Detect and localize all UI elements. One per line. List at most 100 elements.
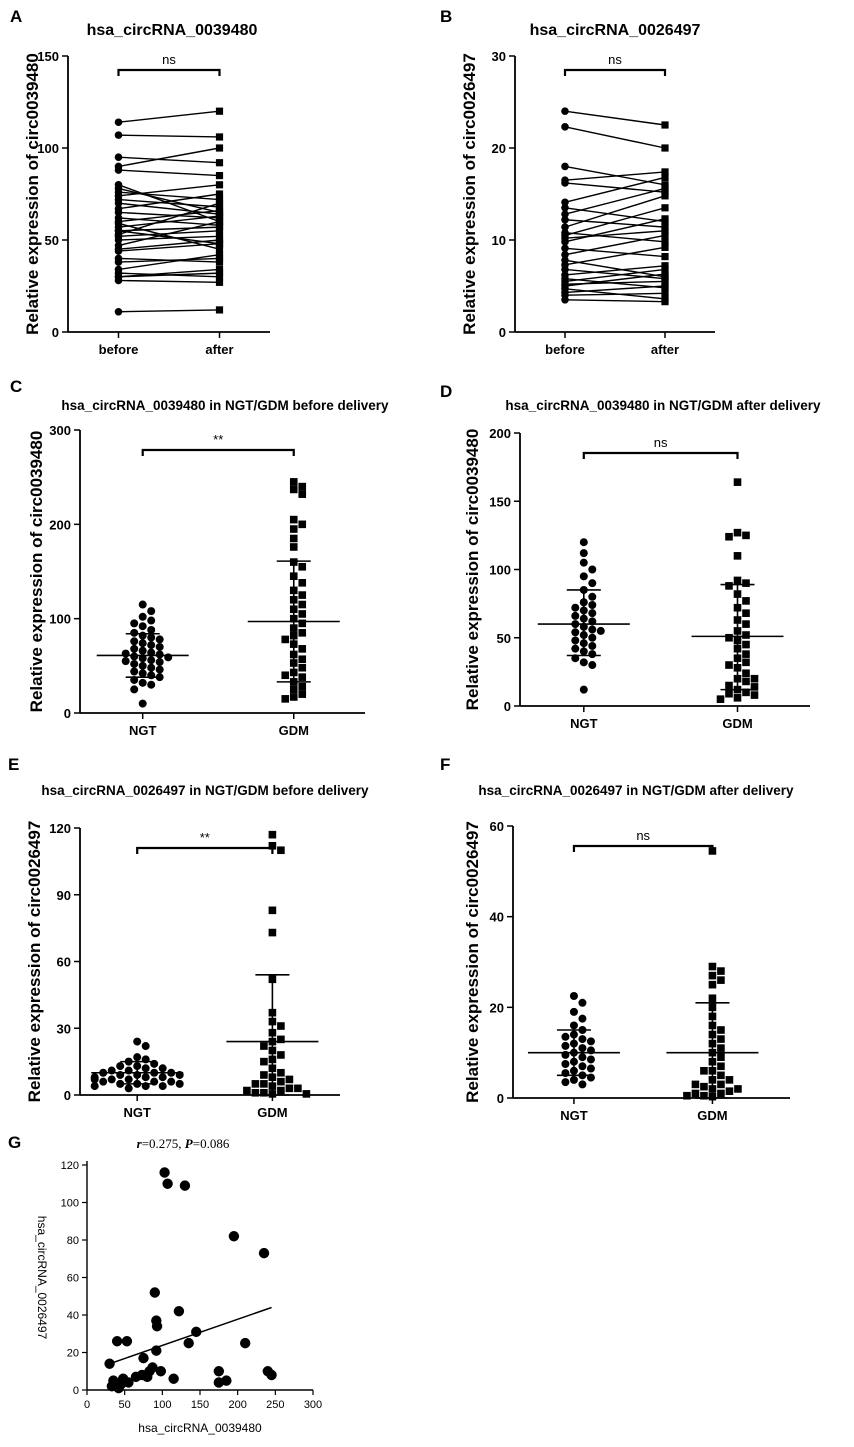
- ngt-point: [147, 641, 156, 650]
- before-point: [561, 198, 569, 207]
- after-point: [661, 204, 669, 212]
- after-point: [215, 181, 224, 189]
- gdm-point: [289, 478, 298, 486]
- gdm-point: [289, 485, 298, 494]
- ngt-point: [588, 609, 597, 618]
- category-label-gdm: GDM: [279, 723, 309, 738]
- paired-line: [118, 268, 220, 278]
- before-point: [561, 250, 569, 259]
- after-point: [215, 258, 224, 266]
- after-point: [661, 227, 669, 235]
- gdm-point: [725, 661, 733, 669]
- gdm-point: [277, 1035, 285, 1044]
- ngt-point: [164, 653, 173, 662]
- after-point: [215, 159, 224, 167]
- gdm-point: [725, 1087, 734, 1095]
- ngt-point: [147, 616, 156, 625]
- before-point: [561, 123, 569, 131]
- paired-line: [564, 268, 666, 283]
- y-tick-label: 100: [49, 612, 71, 627]
- scatter-point: [142, 1371, 153, 1383]
- ngt-point: [588, 625, 597, 634]
- ngt-point: [138, 699, 147, 708]
- before-point: [114, 214, 123, 222]
- after-point: [215, 199, 224, 207]
- panel-f-letter: F: [440, 755, 450, 774]
- gdm-point: [683, 1091, 691, 1100]
- paired-line: [118, 309, 220, 313]
- ngt-point: [155, 650, 164, 659]
- ngt-point: [578, 1014, 587, 1023]
- panel-g-letter: G: [8, 1133, 21, 1152]
- y-axis-label: Relative expression of circ0026497: [463, 821, 482, 1103]
- ngt-point: [130, 628, 139, 637]
- ngt-point: [588, 600, 597, 609]
- after-point: [661, 289, 669, 297]
- gdm-point: [717, 1089, 725, 1098]
- after-point: [215, 251, 224, 259]
- ngt-point: [90, 1075, 99, 1084]
- after-point: [215, 195, 224, 204]
- y-tick-label: 0: [499, 325, 506, 340]
- scatter-point: [149, 1287, 160, 1298]
- gdm-point: [742, 677, 750, 686]
- gdm-point: [298, 629, 307, 637]
- gdm-point: [277, 1068, 285, 1077]
- ngt-point: [569, 1007, 578, 1016]
- paired-line: [564, 234, 666, 256]
- scatter-point: [168, 1373, 179, 1384]
- panel-e-letter: E: [8, 755, 19, 774]
- gdm-point: [298, 482, 307, 491]
- after-point: [215, 227, 224, 235]
- y-tick-label: 150: [37, 49, 59, 64]
- panel-d-letter: D: [440, 382, 452, 401]
- gdm-point: [260, 1080, 268, 1088]
- ngt-point: [588, 579, 597, 588]
- x-tick-label: 150: [191, 1399, 209, 1411]
- gdm-point: [260, 1042, 268, 1050]
- scatter-point: [213, 1366, 225, 1377]
- y-tick-label: 40: [67, 1310, 79, 1322]
- ngt-point: [569, 1075, 578, 1084]
- gdm-point: [298, 663, 307, 672]
- significance-bracket: [117, 68, 221, 76]
- ngt-point: [586, 1037, 595, 1046]
- gdm-point: [298, 619, 307, 628]
- scatter-point: [123, 1377, 134, 1388]
- before-point: [114, 181, 123, 189]
- ngt-point: [561, 1078, 570, 1087]
- y-tick-label: 120: [49, 821, 71, 836]
- y-tick-label: 50: [497, 631, 511, 646]
- y-tick-label: 300: [49, 423, 71, 438]
- paired-line: [118, 184, 220, 223]
- category-label-before: before: [545, 342, 585, 357]
- x-tick-label: 50: [119, 1399, 131, 1411]
- y-tick-label: 200: [489, 426, 511, 441]
- before-point: [561, 107, 569, 115]
- ngt-point: [99, 1077, 108, 1086]
- significance-bracket: [141, 448, 295, 456]
- after-point: [661, 184, 669, 193]
- after-point: [661, 243, 669, 251]
- gdm-point: [691, 1080, 700, 1089]
- category-label-gdm: GDM: [257, 1105, 287, 1120]
- paired-line: [118, 134, 220, 138]
- ngt-point: [121, 657, 130, 666]
- y-tick-label: 200: [49, 517, 71, 532]
- after-point: [215, 208, 224, 216]
- gdm-point: [691, 1089, 700, 1098]
- ngt-point: [116, 1062, 125, 1071]
- r-symbol: r: [137, 1136, 143, 1151]
- significance-bracket: [136, 846, 274, 854]
- after-point: [661, 284, 669, 292]
- y-tick-label: 0: [64, 1088, 71, 1103]
- after-point: [215, 278, 224, 286]
- ngt-point: [130, 675, 139, 684]
- ngt-point: [124, 1075, 133, 1084]
- ngt-point: [588, 641, 597, 650]
- paired-line: [564, 219, 666, 228]
- paired-line: [564, 246, 666, 266]
- ngt-point: [571, 636, 580, 645]
